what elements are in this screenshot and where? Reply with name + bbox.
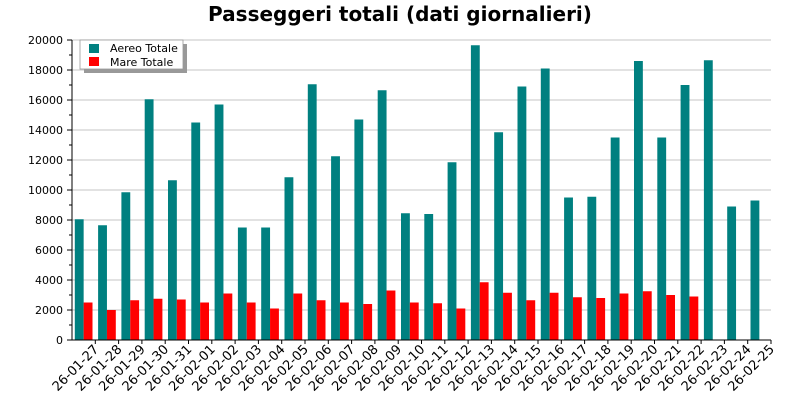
y-tick-label: 18000 [28, 64, 63, 77]
bar-mare [386, 290, 396, 340]
bar-aereo [237, 227, 247, 340]
y-tick-label: 20000 [28, 34, 63, 47]
bar-aereo [610, 137, 620, 340]
bar-aereo [750, 200, 760, 340]
bar-mare [642, 291, 652, 340]
y-tick-label: 10000 [28, 184, 63, 197]
bar-aereo [540, 68, 550, 340]
bar-aereo [167, 180, 177, 340]
bar-mare [479, 282, 489, 340]
legend-label-mare: Mare Totale [110, 56, 173, 69]
bar-mare [433, 303, 443, 340]
legend-swatch-aereo [89, 44, 99, 53]
bar-aereo [354, 119, 364, 340]
chart-title: Passeggeri totali (dati giornalieri) [208, 2, 592, 26]
bar-aereo [470, 45, 480, 340]
bar-mare [666, 295, 676, 340]
bar-aereo [307, 84, 317, 340]
legend-label-aereo: Aereo Totale [110, 42, 178, 55]
bar-mare [596, 298, 606, 340]
bar-aereo [494, 132, 504, 340]
bar-aereo [331, 156, 340, 340]
bar-mare [130, 300, 140, 340]
bar-mare [83, 302, 93, 340]
bar-aereo [377, 90, 387, 340]
bar-aereo [191, 122, 201, 340]
bar-mare [549, 292, 559, 340]
bar-mare [316, 300, 326, 340]
y-tick-label: 8000 [35, 214, 63, 227]
bar-aereo [424, 214, 434, 340]
bar-aereo [657, 137, 667, 340]
y-tick-label: 6000 [35, 244, 63, 257]
legend: Aereo Totale Mare Totale [79, 39, 187, 73]
bar-aereo [633, 61, 643, 340]
bar-mare [246, 302, 256, 340]
bar-aereo [727, 206, 737, 340]
bar-aereo [98, 225, 107, 340]
bar-mare [176, 299, 186, 340]
y-tick-label: 12000 [28, 154, 63, 167]
y-tick-label: 4000 [35, 274, 63, 287]
bar-mare [526, 300, 536, 340]
bar-mare [223, 293, 233, 340]
bar-aereo [74, 219, 84, 340]
bar-mare [270, 308, 279, 340]
y-tick-label: 2000 [35, 304, 63, 317]
bar-mare [293, 293, 303, 340]
bar-aereo [121, 192, 131, 340]
bar-mare [503, 292, 512, 340]
bar-mare [363, 304, 373, 340]
bar-mare [200, 302, 210, 340]
bar-aereo [587, 196, 597, 340]
legend-swatch-mare [89, 57, 99, 66]
bar-mare [106, 310, 116, 340]
y-tick-label: 14000 [28, 124, 63, 137]
bar-mare [619, 293, 629, 340]
y-tick-label: 0 [56, 334, 63, 347]
bar-aereo [214, 104, 224, 340]
bars [74, 45, 760, 340]
bar-mare [339, 302, 349, 340]
bar-mare [572, 297, 582, 340]
y-tick-label: 16000 [28, 94, 63, 107]
bar-aereo [144, 99, 154, 340]
bar-mare [409, 302, 419, 340]
bar-mare [153, 298, 163, 340]
bar-aereo [261, 227, 271, 340]
bar-mare [456, 308, 466, 340]
bar-aereo [517, 86, 527, 340]
bar-aereo [447, 162, 457, 340]
bar-aereo [703, 60, 713, 340]
bar-aereo [284, 177, 294, 340]
bar-mare [689, 296, 699, 340]
grid [72, 39, 771, 311]
bar-aereo [400, 213, 410, 340]
bar-aereo [680, 85, 690, 340]
bar-aereo [564, 197, 573, 340]
